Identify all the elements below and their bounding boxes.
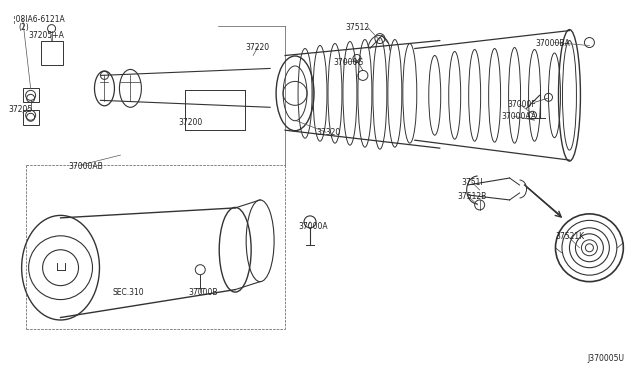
Text: 3751I: 3751I	[461, 178, 483, 187]
Text: 37512B: 37512B	[458, 192, 487, 201]
Text: 37000AA: 37000AA	[502, 112, 537, 121]
Text: 37521K: 37521K	[556, 232, 584, 241]
Text: 37000G: 37000G	[333, 58, 364, 67]
Text: 37320: 37320	[316, 128, 340, 137]
Text: 37205+A: 37205+A	[29, 31, 65, 39]
Text: (2): (2)	[19, 23, 29, 32]
Text: 37000A: 37000A	[298, 222, 328, 231]
Text: 37512: 37512	[345, 23, 369, 32]
Text: 37000AB: 37000AB	[68, 162, 103, 171]
Text: ¦08IA6-6121A: ¦08IA6-6121A	[13, 15, 65, 24]
Text: 37000B: 37000B	[188, 288, 218, 296]
Text: SEC.310: SEC.310	[113, 288, 144, 296]
Text: 37200: 37200	[179, 118, 202, 127]
Text: 37000F: 37000F	[508, 100, 536, 109]
Text: J370005U: J370005U	[588, 355, 625, 363]
Text: 37000BA: 37000BA	[536, 39, 570, 48]
Text: 37205: 37205	[9, 105, 33, 114]
Text: 37220: 37220	[245, 42, 269, 52]
